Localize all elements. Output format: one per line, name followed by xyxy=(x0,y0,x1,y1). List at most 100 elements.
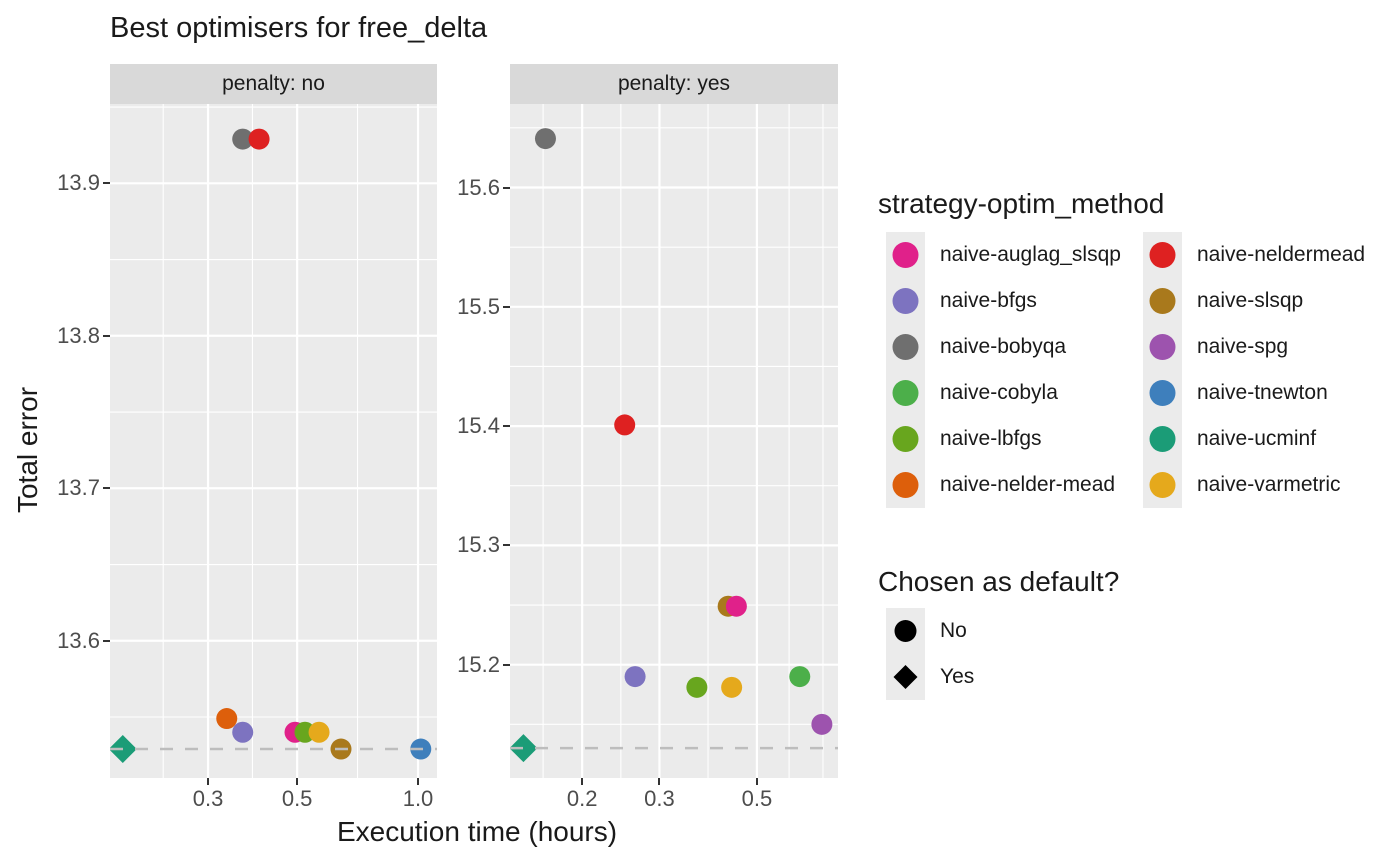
y-tick-label: 15.5 xyxy=(457,293,500,319)
y-tick-label: 15.4 xyxy=(457,413,500,439)
x-tick-mark xyxy=(755,778,758,785)
y-tick-label: 13.9 xyxy=(57,170,100,196)
facet-panel-penalty-no xyxy=(110,104,437,778)
point-naive-neldermead xyxy=(248,128,270,150)
legend-default-title: Chosen as default? xyxy=(878,566,1120,597)
legend-label-naive-spg: naive-spg xyxy=(1197,335,1289,358)
x-tick-label: 0.3 xyxy=(192,786,224,811)
legend-key-naive-nelder-mead xyxy=(886,462,925,508)
legend-swatch-icon xyxy=(892,472,919,498)
legend-dot-naive-neldermead xyxy=(1149,242,1176,268)
point-naive-bobyqa xyxy=(232,128,254,150)
legend-key-naive-tnewton xyxy=(1143,370,1182,416)
y-tick-label: 13.7 xyxy=(57,475,100,501)
point-naive-bobyqa xyxy=(534,128,556,150)
legend-diamond-shape xyxy=(893,665,918,689)
legend-swatch-icon xyxy=(1149,426,1176,452)
legend-label-naive-neldermead: naive-neldermead xyxy=(1197,243,1366,266)
x-tick-mark xyxy=(207,778,210,785)
point-naive-varmetric xyxy=(308,721,330,743)
circle-icon xyxy=(894,620,917,642)
legend-label-naive-ucminf: naive-ucminf xyxy=(1197,427,1317,450)
point-naive-bfgs xyxy=(624,666,646,688)
legend-method-title: strategy-optim_method xyxy=(878,188,1165,219)
x-tick-label: 1.0 xyxy=(402,786,434,811)
legend-label-naive-auglag_slsqp: naive-auglag_slsqp xyxy=(940,243,1121,266)
facet-strip-label: penalty: yes xyxy=(617,72,731,95)
legend-dot-naive-ucminf xyxy=(1149,426,1176,452)
legend-key-naive-bobyqa xyxy=(886,324,925,370)
legend-dot-naive-auglag_slsqp xyxy=(892,242,919,268)
legend-default-key-No xyxy=(886,608,925,654)
y-tick-mark xyxy=(503,663,510,666)
legend-label-naive-tnewton: naive-tnewton xyxy=(1197,381,1328,404)
y-tick-mark xyxy=(503,186,510,189)
y-tick-label: 15.3 xyxy=(457,532,500,558)
y-axis-title: Total error xyxy=(12,386,43,514)
point-naive-ucminf xyxy=(510,734,538,763)
legend-circle-shape xyxy=(894,620,917,642)
legend-key-naive-auglag_slsqp xyxy=(886,232,925,278)
point-naive-ucminf xyxy=(110,735,137,764)
point-naive-spg xyxy=(811,713,833,735)
legend-key-naive-lbfgs xyxy=(886,416,925,462)
point-naive-nelder-mead xyxy=(216,708,238,730)
legend-key-naive-slsqp xyxy=(1143,278,1182,324)
diamond-icon xyxy=(893,665,918,689)
legend-key-naive-neldermead xyxy=(1143,232,1182,278)
legend-swatch-icon xyxy=(1149,380,1176,406)
legend-label-naive-slsqp: naive-slsqp xyxy=(1197,289,1304,312)
y-tick-mark xyxy=(503,425,510,428)
x-axis-title: Execution time (hours) xyxy=(336,816,618,847)
x-tick-mark xyxy=(417,778,419,785)
legend-swatch-icon xyxy=(1149,472,1176,498)
legend-swatch-icon xyxy=(892,288,919,314)
y-tick-mark xyxy=(103,182,110,185)
facet-panel-penalty-yes xyxy=(510,104,838,778)
y-tick-mark xyxy=(103,487,110,490)
legend-key-naive-bfgs xyxy=(886,278,925,324)
legend-key-naive-cobyla xyxy=(886,370,925,416)
legend-default-label-No: No xyxy=(940,619,967,642)
point-naive-bfgs xyxy=(232,721,254,743)
x-tick-label: 0.2 xyxy=(566,786,598,811)
x-tick-mark xyxy=(658,778,661,785)
x-tick-label: 0.5 xyxy=(741,786,773,811)
x-tick-mark xyxy=(296,778,299,785)
legend-dot-naive-bobyqa xyxy=(892,334,919,360)
legend-dot-naive-slsqp xyxy=(1149,288,1176,314)
legend-dot-naive-nelder-mead xyxy=(892,472,919,498)
legend-swatch-icon xyxy=(892,242,919,268)
legend-dot-naive-cobyla xyxy=(892,380,919,406)
legend-key-naive-ucminf xyxy=(1143,416,1182,462)
page-title: Best optimisers for free_delta xyxy=(110,12,488,44)
legend-swatch-icon xyxy=(1149,242,1176,268)
legend-swatch-icon xyxy=(892,426,919,452)
point-naive-lbfgs xyxy=(686,676,708,698)
y-tick-label: 13.8 xyxy=(57,322,100,348)
legend-key-naive-varmetric xyxy=(1143,462,1182,508)
y-tick-label: 15.2 xyxy=(457,651,500,677)
legend-dot-naive-bfgs xyxy=(892,288,919,314)
legend-label-naive-lbfgs: naive-lbfgs xyxy=(940,427,1042,450)
legend-default-label-Yes: Yes xyxy=(940,665,975,688)
legend-swatch-icon xyxy=(1149,288,1176,314)
y-tick-mark xyxy=(503,305,510,308)
facet-strip-penalty-yes: penalty: yes xyxy=(510,64,838,104)
legend-label-naive-bfgs: naive-bfgs xyxy=(940,289,1037,312)
legend-label-naive-bobyqa: naive-bobyqa xyxy=(940,335,1067,358)
legend-default-key-Yes xyxy=(886,654,925,700)
point-naive-cobyla xyxy=(789,666,811,688)
legend-dot-naive-lbfgs xyxy=(892,426,919,452)
legend-swatch-icon xyxy=(1149,334,1176,360)
point-naive-auglag_slsqp xyxy=(725,595,747,617)
legend-key-naive-spg xyxy=(1143,324,1182,370)
legend-dot-naive-spg xyxy=(1149,334,1176,360)
facet-strip-penalty-no: penalty: no xyxy=(110,64,437,104)
legend-dot-naive-varmetric xyxy=(1149,472,1176,498)
y-tick-mark xyxy=(503,544,510,547)
y-tick-label: 15.6 xyxy=(457,174,500,200)
y-tick-mark xyxy=(103,639,110,642)
legend-swatch-icon xyxy=(892,380,919,406)
